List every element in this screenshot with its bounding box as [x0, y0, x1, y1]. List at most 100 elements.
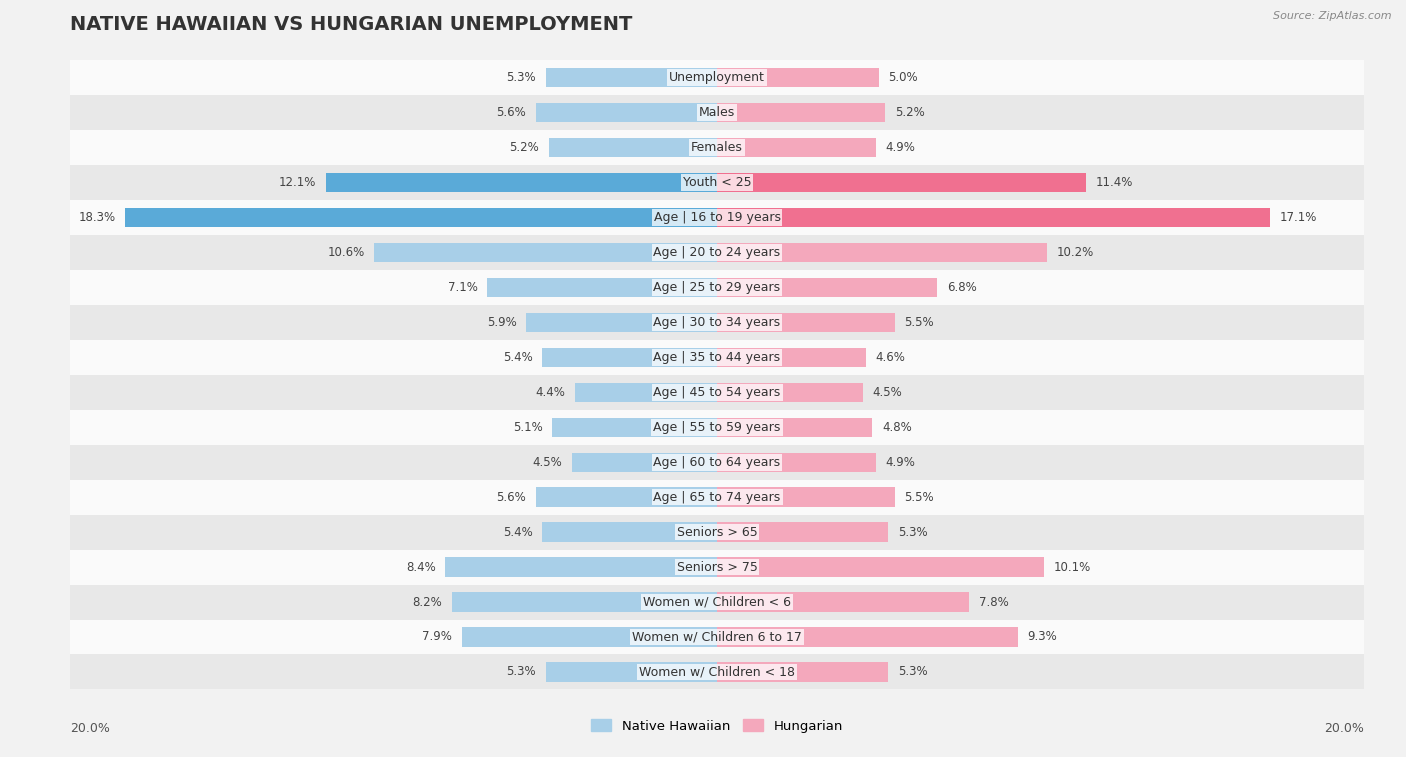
- Legend: Native Hawaiian, Hungarian: Native Hawaiian, Hungarian: [586, 714, 848, 738]
- Text: 5.5%: 5.5%: [904, 491, 934, 503]
- Bar: [717, 557, 1043, 577]
- Text: Seniors > 75: Seniors > 75: [676, 560, 758, 574]
- Text: 5.3%: 5.3%: [898, 665, 928, 678]
- Text: Women w/ Children 6 to 17: Women w/ Children 6 to 17: [633, 631, 801, 643]
- Bar: [717, 173, 1085, 192]
- Text: Unemployment: Unemployment: [669, 71, 765, 84]
- Bar: [70, 269, 1364, 305]
- Bar: [548, 138, 717, 157]
- Text: 20.0%: 20.0%: [1324, 722, 1364, 735]
- Bar: [70, 515, 1364, 550]
- Text: 10.2%: 10.2%: [1057, 246, 1094, 259]
- Text: 6.8%: 6.8%: [946, 281, 976, 294]
- Text: Age | 16 to 19 years: Age | 16 to 19 years: [654, 211, 780, 224]
- Bar: [70, 60, 1364, 95]
- Bar: [70, 584, 1364, 619]
- Bar: [717, 313, 896, 332]
- Text: 7.1%: 7.1%: [449, 281, 478, 294]
- Bar: [446, 557, 717, 577]
- Bar: [546, 68, 717, 87]
- Text: Females: Females: [692, 141, 742, 154]
- Text: 5.3%: 5.3%: [898, 525, 928, 538]
- Text: 5.6%: 5.6%: [496, 106, 526, 119]
- Bar: [488, 278, 717, 297]
- Bar: [717, 628, 1018, 646]
- Text: 4.8%: 4.8%: [882, 421, 911, 434]
- Bar: [717, 662, 889, 681]
- Bar: [70, 200, 1364, 235]
- Text: 8.2%: 8.2%: [412, 596, 441, 609]
- Bar: [70, 305, 1364, 340]
- Text: Women w/ Children < 18: Women w/ Children < 18: [640, 665, 794, 678]
- Bar: [70, 130, 1364, 165]
- Bar: [717, 418, 872, 437]
- Text: Age | 20 to 24 years: Age | 20 to 24 years: [654, 246, 780, 259]
- Text: Age | 65 to 74 years: Age | 65 to 74 years: [654, 491, 780, 503]
- Bar: [70, 235, 1364, 269]
- Bar: [70, 165, 1364, 200]
- Bar: [70, 444, 1364, 480]
- Text: Women w/ Children < 6: Women w/ Children < 6: [643, 596, 792, 609]
- Text: 5.9%: 5.9%: [486, 316, 516, 329]
- Text: 4.4%: 4.4%: [536, 386, 565, 399]
- Bar: [70, 480, 1364, 515]
- Text: Age | 25 to 29 years: Age | 25 to 29 years: [654, 281, 780, 294]
- Text: Age | 35 to 44 years: Age | 35 to 44 years: [654, 350, 780, 363]
- Text: NATIVE HAWAIIAN VS HUNGARIAN UNEMPLOYMENT: NATIVE HAWAIIAN VS HUNGARIAN UNEMPLOYMEN…: [70, 14, 633, 33]
- Text: 4.6%: 4.6%: [876, 350, 905, 363]
- Bar: [526, 313, 717, 332]
- Bar: [717, 103, 886, 122]
- Bar: [575, 382, 717, 402]
- Text: Youth < 25: Youth < 25: [683, 176, 751, 189]
- Bar: [536, 103, 717, 122]
- Bar: [326, 173, 717, 192]
- Bar: [717, 453, 876, 472]
- Text: Males: Males: [699, 106, 735, 119]
- Text: 5.2%: 5.2%: [896, 106, 925, 119]
- Bar: [70, 340, 1364, 375]
- Text: 10.1%: 10.1%: [1053, 560, 1091, 574]
- Bar: [717, 488, 896, 506]
- Bar: [70, 619, 1364, 655]
- Bar: [553, 418, 717, 437]
- Text: 5.0%: 5.0%: [889, 71, 918, 84]
- Bar: [451, 593, 717, 612]
- Text: 8.4%: 8.4%: [406, 560, 436, 574]
- Text: Age | 45 to 54 years: Age | 45 to 54 years: [654, 386, 780, 399]
- Text: 12.1%: 12.1%: [278, 176, 316, 189]
- Text: 5.3%: 5.3%: [506, 665, 536, 678]
- Bar: [543, 347, 717, 367]
- Text: 5.4%: 5.4%: [503, 350, 533, 363]
- Text: 7.8%: 7.8%: [979, 596, 1008, 609]
- Text: 5.2%: 5.2%: [509, 141, 540, 154]
- Bar: [70, 95, 1364, 130]
- Bar: [70, 655, 1364, 690]
- Text: 5.3%: 5.3%: [506, 71, 536, 84]
- Bar: [717, 593, 969, 612]
- Text: Seniors > 65: Seniors > 65: [676, 525, 758, 538]
- Text: 5.1%: 5.1%: [513, 421, 543, 434]
- Bar: [717, 278, 936, 297]
- Bar: [125, 207, 717, 227]
- Text: 4.5%: 4.5%: [872, 386, 903, 399]
- Text: Age | 60 to 64 years: Age | 60 to 64 years: [654, 456, 780, 469]
- Text: 20.0%: 20.0%: [70, 722, 110, 735]
- Text: Source: ZipAtlas.com: Source: ZipAtlas.com: [1274, 11, 1392, 21]
- Bar: [536, 488, 717, 506]
- Text: 10.6%: 10.6%: [328, 246, 364, 259]
- Text: Age | 55 to 59 years: Age | 55 to 59 years: [654, 421, 780, 434]
- Text: 4.9%: 4.9%: [886, 141, 915, 154]
- Bar: [717, 68, 879, 87]
- Text: 5.5%: 5.5%: [904, 316, 934, 329]
- Bar: [374, 243, 717, 262]
- Bar: [717, 347, 866, 367]
- Text: 9.3%: 9.3%: [1028, 631, 1057, 643]
- Text: 7.9%: 7.9%: [422, 631, 451, 643]
- Bar: [717, 522, 889, 542]
- Bar: [571, 453, 717, 472]
- Bar: [717, 382, 862, 402]
- Text: 18.3%: 18.3%: [79, 211, 115, 224]
- Bar: [546, 662, 717, 681]
- Text: 4.5%: 4.5%: [531, 456, 562, 469]
- Bar: [70, 375, 1364, 410]
